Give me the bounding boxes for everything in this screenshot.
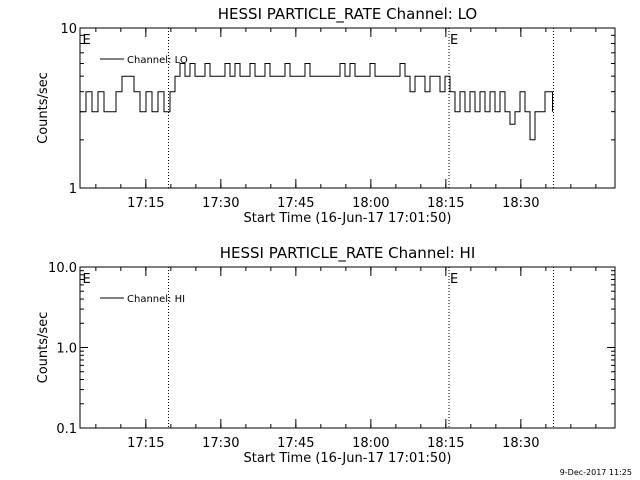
x-axis-label: Start Time (16-Jun-17 17:01:50) [244,211,452,226]
date-stamp: 9-Dec-2017 11:25 [560,468,632,477]
x-tick-label: 17:15 [127,436,164,451]
event-marker-label: E [450,33,458,48]
x-tick-label: 18:15 [427,436,464,451]
x-tick-label: 18:30 [502,196,539,211]
x-tick-label: 17:45 [277,196,314,211]
event-marker-label: E [450,272,458,287]
y-tick-label: 10 [60,22,77,37]
series-line-1 [80,63,553,141]
x-tick-label: 17:30 [202,196,239,211]
legend-label: Channel: LO [127,55,188,66]
x-tick-label: 18:00 [352,196,389,211]
x-tick-label: 18:00 [352,436,389,451]
chart-title: HESSI PARTICLE_RATE Channel: LO [218,5,477,24]
event-marker-label: E [83,33,91,48]
y-axis-label: Counts/sec [36,72,51,144]
y-axis-label: Counts/sec [36,312,51,384]
chart-panel-1: HESSI PARTICLE_RATE Channel: LO 1 10 17:15 1… [36,5,616,226]
y-tick-label: 1.0 [56,342,77,357]
chart-title: HESSI PARTICLE_RATE Channel: HI [220,244,476,263]
plot-frame [79,27,616,189]
y-tick-label: 1 [69,182,77,197]
legend-label: Channel: HI [127,294,185,305]
x-tick-label: 18:15 [427,196,464,211]
chart-panel-2: HESSI PARTICLE_RATE Channel: HI 0.1 1.0 10.… [36,244,616,466]
x-tick-label: 17:45 [277,436,314,451]
y-tick-label: 0.1 [56,422,77,437]
event-marker-label: E [83,272,91,287]
x-tick-label: 18:30 [502,436,539,451]
x-tick-label: 17:30 [202,436,239,451]
x-axis-label: Start Time (16-Jun-17 17:01:50) [244,451,452,466]
y-tick-label: 10.0 [48,261,77,276]
x-tick-label: 17:15 [127,196,164,211]
